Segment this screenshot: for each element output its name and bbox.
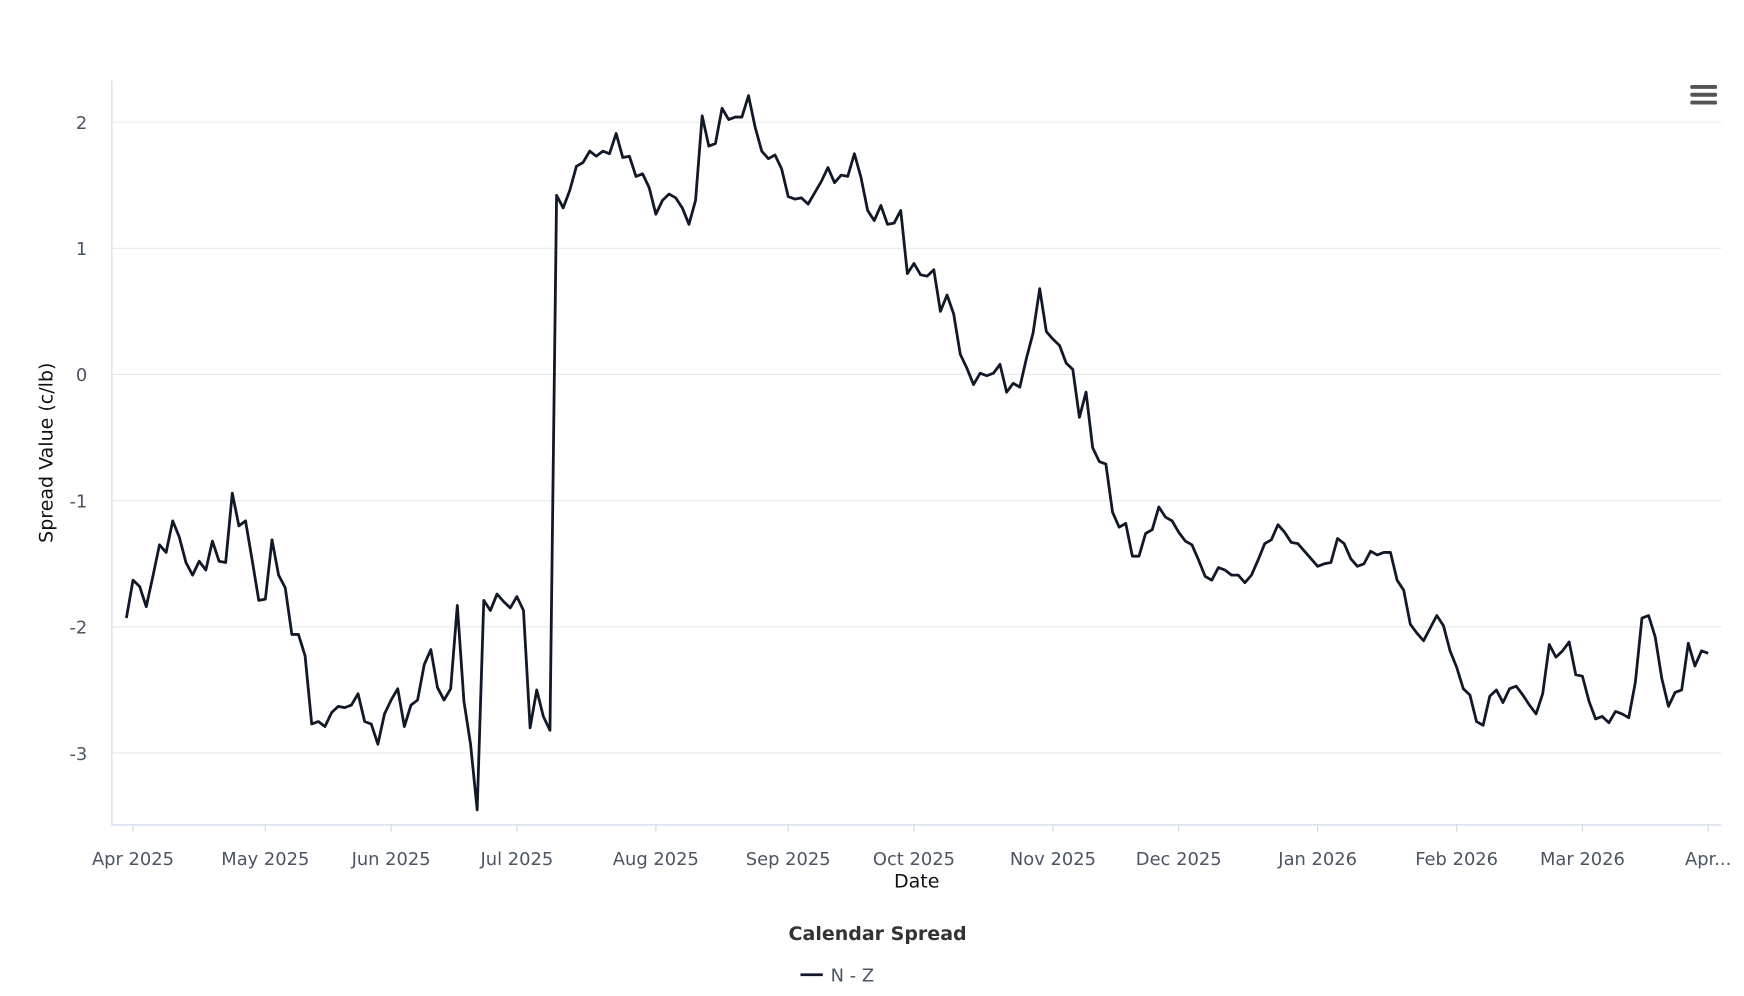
legend-title: Calendar Spread: [789, 923, 967, 945]
menu-bar: [1690, 100, 1718, 105]
x-tick-label: Sep 2025: [746, 849, 831, 870]
x-tick-label: Feb 2026: [1415, 849, 1498, 870]
x-tick-label: Mar 2026: [1540, 849, 1625, 870]
x-tick-label: Jan 2026: [1277, 849, 1357, 870]
x-tick-label: Jun 2025: [351, 849, 431, 870]
y-tick-label: 0: [76, 365, 87, 386]
x-tick-label: Apr 2025: [92, 849, 174, 870]
menu-bar: [1690, 92, 1718, 97]
y-tick-label: 2: [76, 113, 87, 134]
x-tick-label: Apr...: [1685, 849, 1731, 870]
x-tick-label: Jul 2025: [479, 849, 553, 870]
x-tick-label: Dec 2025: [1136, 849, 1222, 870]
x-axis-title: Date: [894, 871, 939, 893]
y-tick-label: 1: [76, 239, 87, 260]
menu-button[interactable]: [1690, 84, 1718, 105]
x-tick-label: Oct 2025: [873, 849, 955, 870]
y-tick-label: -1: [69, 491, 87, 512]
legend-label: N - Z: [831, 965, 874, 986]
x-tick-label: Aug 2025: [613, 849, 699, 870]
menu-bar: [1690, 84, 1718, 89]
y-tick-label: -2: [69, 618, 87, 639]
y-tick-label: -3: [69, 744, 87, 765]
x-tick-label: May 2025: [221, 849, 309, 870]
x-tick-label: Nov 2025: [1010, 849, 1096, 870]
series-line: [125, 94, 1709, 812]
legend-item[interactable]: N - Z: [800, 965, 874, 986]
y-axis-title: Spread Value (c/lb): [36, 363, 58, 543]
